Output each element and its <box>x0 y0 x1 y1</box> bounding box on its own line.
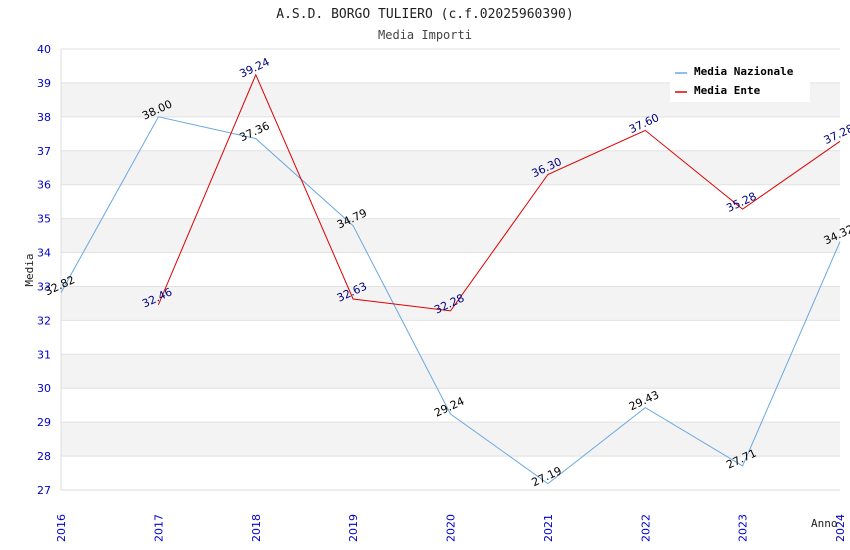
x-tick-label: 2017 <box>152 514 165 542</box>
y-tick-label: 39 <box>37 77 51 90</box>
y-tick-label: 28 <box>37 450 51 463</box>
x-axis-ticks: 2016 2017 2018 2019 2020 2021 2022 2023 2024 <box>55 514 847 542</box>
x-tick-label: 2018 <box>250 514 263 542</box>
y-tick-label: 30 <box>37 382 51 395</box>
y-tick-label: 32 <box>37 314 51 327</box>
grid-band <box>61 150 840 185</box>
grid-bands <box>60 48 840 491</box>
grid-band <box>61 116 840 151</box>
grid-band <box>61 388 840 423</box>
y-tick-label: 29 <box>37 416 51 429</box>
legend: Media Nazionale Media Ente <box>670 60 810 102</box>
x-tick-label: 2020 <box>445 514 458 542</box>
x-tick-label: 2022 <box>639 514 652 542</box>
series-line-media-nazionale <box>60 116 841 485</box>
grid-band <box>61 456 840 490</box>
x-tick-label: 2016 <box>55 514 68 542</box>
y-tick-label: 33 <box>37 280 51 293</box>
y-axis-label: Media <box>23 253 36 286</box>
y-tick-label: 34 <box>37 247 51 260</box>
series-line-media-ente <box>157 73 841 312</box>
grid-band <box>61 218 840 253</box>
chart-subtitle: Media Importi <box>378 28 472 42</box>
grid-band <box>61 422 840 457</box>
y-tick-label: 37 <box>37 145 51 158</box>
chart-title: A.S.D. BORGO TULIERO (c.f.02025960390) <box>276 7 573 22</box>
legend-box <box>670 60 810 102</box>
x-tick-label: 2024 <box>834 514 847 542</box>
x-tick-label: 2021 <box>542 514 555 542</box>
series-lines <box>60 73 841 485</box>
y-tick-label: 27 <box>37 484 51 497</box>
y-tick-label: 35 <box>37 213 51 226</box>
y-tick-label: 40 <box>37 43 51 56</box>
y-tick-label: 31 <box>37 348 51 361</box>
x-axis-label: Anno <box>811 517 838 530</box>
grid-band <box>61 286 840 321</box>
legend-label-media-nazionale: Media Nazionale <box>694 65 794 78</box>
grid-band <box>61 354 840 389</box>
grid-band <box>61 320 840 355</box>
x-tick-label: 2019 <box>347 514 360 542</box>
grid-band <box>61 252 840 287</box>
y-tick-label: 36 <box>37 179 51 192</box>
legend-label-media-ente: Media Ente <box>694 84 761 97</box>
grid-band <box>61 184 840 219</box>
y-tick-label: 38 <box>37 111 51 124</box>
x-tick-label: 2023 <box>737 514 750 542</box>
y-axis-ticks: 27 28 29 30 31 32 33 34 35 36 37 38 39 40 <box>37 43 51 497</box>
